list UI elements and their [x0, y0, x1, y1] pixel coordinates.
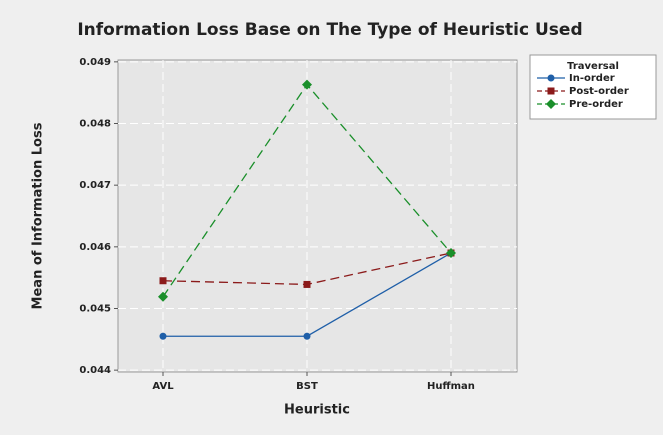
legend-label: Pre-order [569, 99, 623, 110]
data-point [158, 291, 168, 302]
legend-label: Post-order [569, 86, 629, 97]
x-tick-label: AVL [152, 381, 174, 392]
x-tick-label: BST [296, 381, 318, 392]
x-axis-title: Heuristic [284, 403, 350, 418]
legend-marker [547, 74, 555, 82]
legend-label: In-order [569, 73, 615, 84]
plot-area [117, 59, 518, 373]
chart-title: Information Loss Base on The Type of Heu… [77, 20, 582, 40]
y-tick-label: 0.048 [79, 119, 111, 130]
y-tick-label: 0.046 [79, 242, 111, 253]
legend-marker [546, 99, 556, 109]
legend-title: Traversal [567, 61, 619, 72]
y-axis-title: Mean of Information Loss [31, 122, 46, 309]
data-point [302, 79, 312, 90]
y-tick-label: 0.044 [79, 365, 111, 376]
data-point [446, 247, 456, 258]
data-point [159, 277, 167, 285]
data-point [303, 332, 311, 340]
legend-marker [547, 87, 555, 95]
y-tick-label: 0.045 [79, 303, 111, 314]
x-tick-label: Huffman [427, 381, 475, 392]
data-point [303, 280, 311, 288]
y-tick-label: 0.049 [79, 57, 111, 68]
data-point [159, 332, 167, 340]
y-tick-label: 0.047 [79, 180, 111, 191]
